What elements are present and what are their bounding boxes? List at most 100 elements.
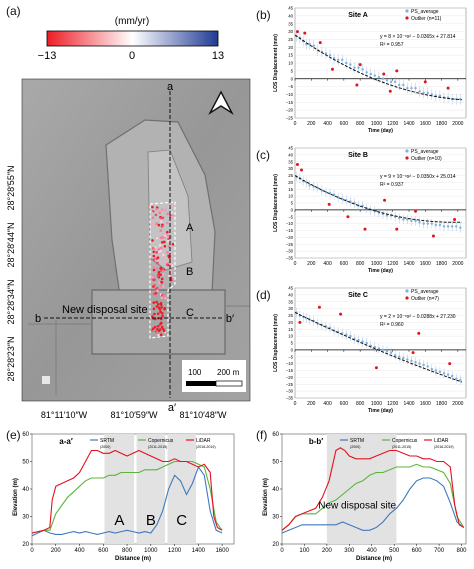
- legend-years: (2016-2019): [434, 445, 454, 449]
- ps-average-point: [410, 359, 413, 363]
- ps-average-point: [385, 79, 389, 82]
- ps-average-point: [389, 351, 393, 354]
- ps-point: [171, 264, 174, 267]
- legend-years: (2011-2015): [148, 445, 167, 449]
- y-tick-label: −35: [286, 256, 294, 261]
- legend-outlier-label: Outlier (n=7): [411, 296, 439, 302]
- x-tick-label: 100: [299, 548, 310, 554]
- y-tick-label: 35: [288, 159, 293, 164]
- ps-point: [153, 325, 157, 329]
- ps-point: [152, 258, 156, 261]
- legend-outlier-label: Outlier (n=10): [411, 156, 442, 162]
- ps-point: [166, 230, 169, 234]
- ps-average-point: [361, 340, 364, 343]
- ps-average-point: [393, 80, 397, 84]
- ps-average-point: [422, 363, 425, 367]
- y-tick-label: −25: [286, 242, 294, 247]
- ps-average-point: [381, 348, 385, 352]
- x-tick-label: 400: [367, 548, 378, 554]
- y-tick-label: −5: [288, 84, 294, 89]
- region-label: B: [146, 512, 156, 529]
- ps-average-point: [385, 350, 389, 353]
- legend-label: Copernicus: [148, 438, 174, 444]
- colorbar-tick-zero: 0: [129, 50, 135, 62]
- outlier-point: [382, 72, 386, 76]
- ps-average-point: [450, 374, 454, 378]
- ps-average-point: [418, 362, 421, 365]
- ps-point: [161, 312, 164, 315]
- profile-line-srtm: [281, 477, 465, 534]
- lat-label-4: 28°28′23″N: [6, 336, 16, 381]
- ps-point: [159, 301, 163, 305]
- x-tick-label: 1400: [403, 121, 414, 127]
- ps-point: [171, 243, 175, 246]
- y-tick-label: 40: [272, 487, 279, 493]
- legend-years: (2011-2015): [392, 445, 411, 449]
- x-tick-label: 1000: [371, 121, 382, 127]
- ps-average-point: [365, 71, 368, 74]
- ps-point: [161, 236, 165, 239]
- y-tick-label: 60: [272, 432, 279, 438]
- outlier-point: [303, 31, 307, 35]
- y-axis-label: LOS Displacement (mm): [273, 34, 279, 92]
- ps-point: [155, 236, 159, 240]
- y-tick-label: 15: [288, 53, 293, 58]
- y-tick-label: 25: [288, 173, 293, 178]
- outlier-point: [453, 218, 457, 221]
- ps-point: [152, 250, 155, 254]
- y-tick-label: −30: [286, 249, 294, 254]
- ps-average-point: [426, 222, 429, 225]
- x-tick-label: 600: [98, 548, 109, 554]
- legend-label: LiDAR: [434, 438, 449, 444]
- x-axis-label: Time (day): [368, 268, 393, 274]
- outlier-point: [300, 168, 304, 172]
- profile-label-a: a: [167, 81, 174, 93]
- x-tick-label: 1400: [192, 548, 206, 554]
- x-tick-label: 1800: [436, 261, 447, 267]
- ps-average-point: [446, 225, 450, 228]
- ps-point: [166, 212, 169, 216]
- ps-point: [160, 220, 163, 223]
- ps-point: [154, 213, 158, 217]
- x-tick-label: 800: [356, 261, 365, 267]
- x-tick-label: 400: [323, 261, 332, 267]
- legend-years: (2000): [100, 445, 110, 449]
- fit-equation: y = 8 × 10⁻⁶x² − 0.0365x + 27.814: [380, 34, 456, 40]
- ps-point: [160, 277, 164, 281]
- x-tick-label: 600: [412, 548, 423, 554]
- outlier-point: [446, 86, 450, 90]
- ps-average-point: [357, 66, 360, 69]
- x-tick-label: 1000: [371, 401, 382, 407]
- profile-line-srtm: [31, 465, 223, 537]
- y-tick-label: 40: [288, 152, 293, 157]
- legend-label: SRTM: [100, 438, 114, 444]
- ps-point: [156, 256, 160, 260]
- outlier-point: [374, 366, 378, 370]
- north-arrow: [208, 90, 234, 115]
- ps-average-point: [357, 339, 360, 342]
- y-tick-label: −30: [286, 389, 294, 394]
- legend-ps-label: PS_average: [411, 149, 439, 155]
- ps-point: [157, 303, 160, 306]
- outlier-point: [448, 362, 452, 366]
- ps-point: [157, 333, 160, 337]
- ps-point: [161, 315, 164, 318]
- y-tick-label: 30: [288, 29, 293, 34]
- x-tick-label: 2000: [452, 261, 463, 267]
- ps-point: [151, 205, 154, 209]
- ps-point: [161, 258, 164, 262]
- region-label: A: [114, 512, 124, 529]
- ps-average-point: [305, 317, 308, 320]
- y-tick-label: 45: [288, 6, 293, 11]
- ps-average-point: [373, 345, 376, 349]
- ps-point: [152, 327, 155, 330]
- ps-point: [159, 269, 163, 272]
- outlier-point: [411, 351, 415, 355]
- y-tick-label: 0: [291, 76, 294, 81]
- ps-point: [156, 274, 160, 278]
- legend-outlier-marker: [405, 296, 409, 300]
- x-tick-label: 0: [30, 548, 34, 554]
- ps-average-point: [324, 52, 328, 55]
- ps-point: [159, 322, 162, 326]
